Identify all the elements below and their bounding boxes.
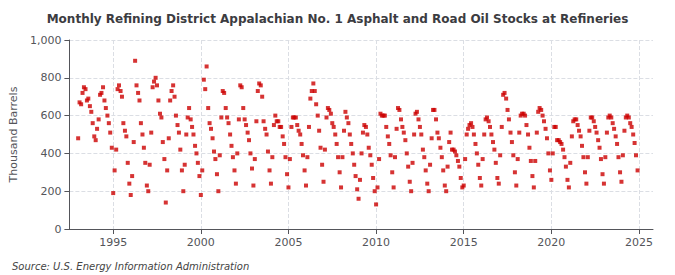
svg-text:200: 200 (40, 185, 61, 198)
svg-text:Thousand Barrels: Thousand Barrels (7, 86, 20, 183)
svg-text:0: 0 (54, 223, 61, 236)
svg-text:400: 400 (40, 147, 61, 160)
svg-text:2025: 2025 (625, 236, 653, 249)
svg-text:800: 800 (40, 71, 61, 84)
svg-text:Monthly Refining District Appa: Monthly Refining District Appalachian No… (47, 12, 629, 26)
svg-text:600: 600 (40, 109, 61, 122)
svg-text:2020: 2020 (537, 236, 565, 249)
svg-text:2015: 2015 (450, 236, 478, 249)
svg-text:Source: U.S. Energy Informatio: Source: U.S. Energy Information Administ… (12, 261, 249, 272)
svg-text:2010: 2010 (362, 236, 390, 249)
svg-text:1995: 1995 (99, 236, 127, 249)
svg-text:2005: 2005 (274, 236, 302, 249)
svg-text:1,000: 1,000 (30, 34, 62, 47)
svg-text:2000: 2000 (187, 236, 215, 249)
